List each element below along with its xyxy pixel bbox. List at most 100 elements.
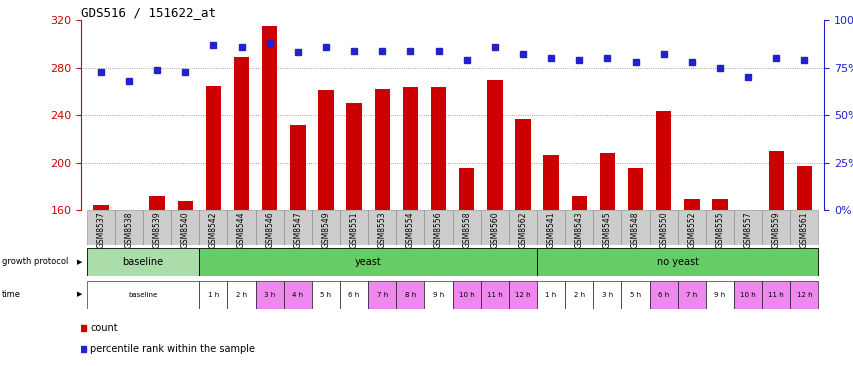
Text: 2 h: 2 h — [235, 292, 247, 298]
Bar — [346, 103, 362, 210]
Bar — [514, 119, 530, 210]
Bar — [683, 198, 699, 210]
Bar — [537, 248, 817, 276]
Bar — [115, 210, 143, 245]
Bar — [374, 89, 390, 210]
Bar — [87, 248, 199, 276]
Bar — [311, 281, 339, 309]
Bar — [149, 196, 165, 210]
Text: count: count — [90, 323, 118, 333]
Text: 12 h: 12 h — [514, 292, 531, 298]
Text: GSM8544: GSM8544 — [237, 212, 246, 248]
Bar — [593, 210, 621, 245]
Bar — [789, 210, 817, 245]
Bar — [311, 210, 339, 245]
Bar — [762, 210, 789, 245]
Bar — [403, 87, 418, 210]
Text: 10 h: 10 h — [740, 292, 755, 298]
Bar — [677, 210, 705, 245]
Text: ▶: ▶ — [77, 259, 82, 265]
Text: GSM8548: GSM8548 — [630, 212, 639, 248]
Bar — [290, 125, 305, 210]
Bar — [543, 154, 558, 210]
Text: GSM8543: GSM8543 — [574, 212, 583, 248]
Bar — [452, 281, 480, 309]
Text: 1 h: 1 h — [207, 292, 218, 298]
Text: 9 h: 9 h — [713, 292, 725, 298]
Text: GSM8554: GSM8554 — [405, 212, 415, 248]
Bar — [396, 210, 424, 245]
Text: 10 h: 10 h — [458, 292, 474, 298]
Bar — [593, 281, 621, 309]
Text: 8 h: 8 h — [404, 292, 415, 298]
Text: GSM8539: GSM8539 — [153, 212, 161, 248]
Bar — [143, 210, 171, 245]
Text: GSM8546: GSM8546 — [265, 212, 274, 248]
Bar — [796, 167, 811, 210]
Text: no yeast: no yeast — [656, 257, 698, 267]
Bar — [537, 281, 565, 309]
Text: GSM8561: GSM8561 — [799, 212, 808, 248]
Text: GSM8555: GSM8555 — [715, 212, 723, 248]
Text: GSM8560: GSM8560 — [490, 212, 499, 248]
Bar — [486, 79, 502, 210]
Text: 2 h: 2 h — [573, 292, 584, 298]
Text: GSM8562: GSM8562 — [518, 212, 527, 248]
Bar — [762, 281, 789, 309]
Text: percentile rank within the sample: percentile rank within the sample — [90, 344, 255, 354]
Bar — [452, 210, 480, 245]
Text: GSM8559: GSM8559 — [771, 212, 780, 248]
Bar — [199, 248, 537, 276]
Text: 4 h: 4 h — [292, 292, 303, 298]
Bar — [262, 26, 277, 210]
Text: GSM8537: GSM8537 — [96, 212, 105, 248]
Text: GSM8547: GSM8547 — [293, 212, 302, 248]
Bar — [255, 281, 283, 309]
Bar — [339, 281, 368, 309]
Bar — [283, 281, 311, 309]
Bar — [199, 281, 227, 309]
Text: 5 h: 5 h — [630, 292, 641, 298]
Text: 11 h: 11 h — [768, 292, 783, 298]
Text: GSM8538: GSM8538 — [125, 212, 133, 248]
Bar — [87, 210, 115, 245]
Text: GSM8540: GSM8540 — [181, 212, 189, 248]
Text: GSM8553: GSM8553 — [377, 212, 386, 248]
Text: time: time — [2, 290, 20, 299]
Bar — [93, 205, 108, 210]
Text: 3 h: 3 h — [264, 292, 275, 298]
Bar — [339, 210, 368, 245]
Bar — [318, 90, 334, 210]
Bar — [768, 151, 783, 210]
Text: 9 h: 9 h — [432, 292, 444, 298]
Text: GSM8557: GSM8557 — [743, 212, 751, 248]
Bar — [227, 281, 255, 309]
Bar — [206, 86, 221, 210]
Text: 7 h: 7 h — [686, 292, 697, 298]
Bar — [705, 281, 734, 309]
Bar — [283, 210, 311, 245]
Bar — [368, 281, 396, 309]
Text: GSM8549: GSM8549 — [321, 212, 330, 248]
Bar — [234, 57, 249, 210]
Text: ▶: ▶ — [77, 292, 82, 298]
Text: GSM8556: GSM8556 — [433, 212, 443, 248]
Bar — [430, 87, 446, 210]
Text: 3 h: 3 h — [601, 292, 612, 298]
Bar — [677, 281, 705, 309]
Text: 6 h: 6 h — [348, 292, 359, 298]
Bar — [621, 281, 649, 309]
Bar — [734, 281, 762, 309]
Text: 6 h: 6 h — [658, 292, 669, 298]
Text: GSM8545: GSM8545 — [602, 212, 612, 248]
Bar — [368, 210, 396, 245]
Text: 7 h: 7 h — [376, 292, 387, 298]
Text: 1 h: 1 h — [545, 292, 556, 298]
Bar — [599, 153, 614, 210]
Bar — [649, 210, 677, 245]
Bar — [480, 210, 508, 245]
Text: GSM8551: GSM8551 — [349, 212, 358, 248]
Text: 5 h: 5 h — [320, 292, 331, 298]
Text: baseline: baseline — [122, 257, 164, 267]
Bar — [711, 198, 727, 210]
